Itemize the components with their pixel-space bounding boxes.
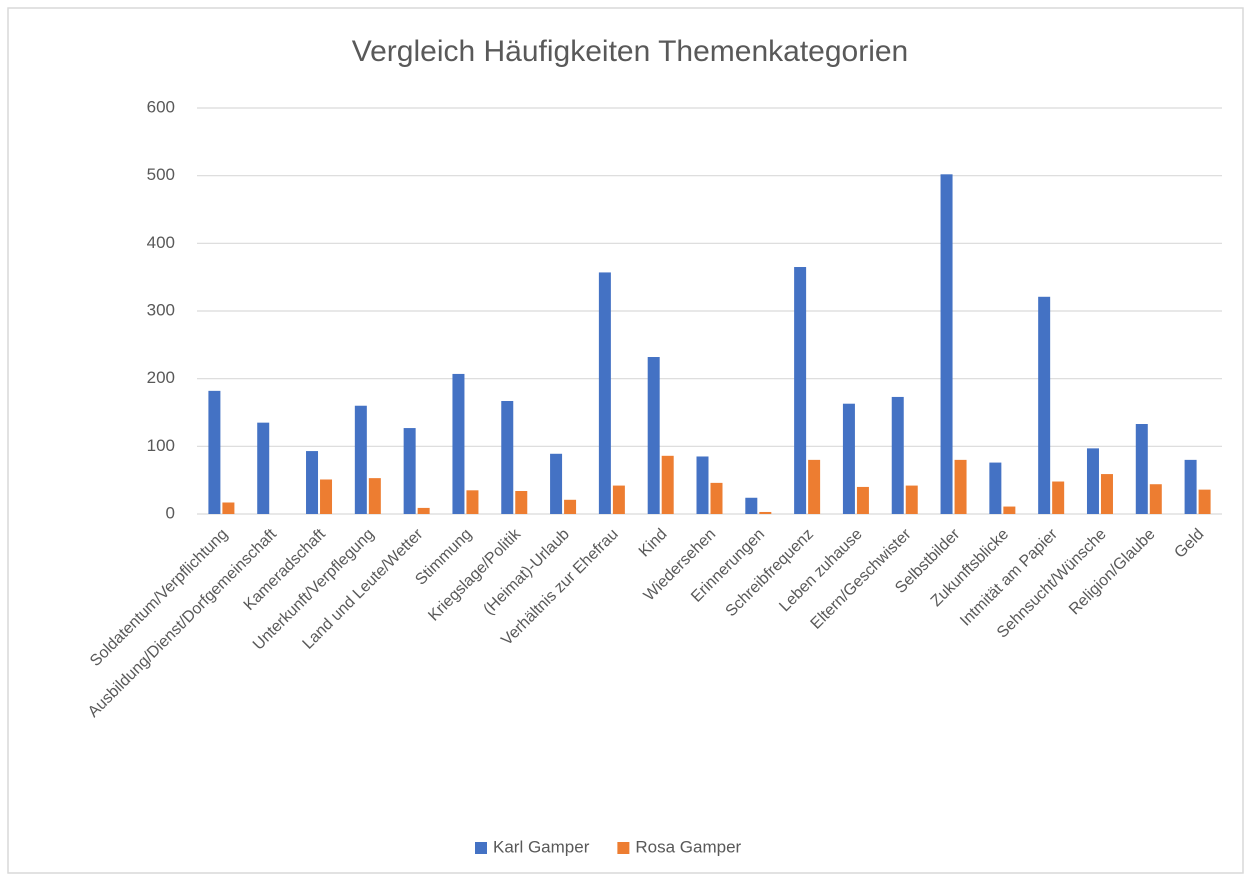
bar xyxy=(564,499,577,514)
chart-title: Vergleich Häufigkeiten Themenkategorien xyxy=(352,35,908,68)
y-tick-label: 500 xyxy=(147,165,175,184)
y-tick-label: 400 xyxy=(147,233,175,252)
bar xyxy=(1198,489,1211,514)
bar xyxy=(989,462,1002,514)
legend-swatch xyxy=(617,842,630,854)
bar xyxy=(696,456,709,514)
bar xyxy=(1100,474,1113,514)
bar xyxy=(1184,459,1197,514)
bar xyxy=(1086,448,1099,514)
bar xyxy=(1135,424,1148,514)
bar xyxy=(745,497,758,514)
bar xyxy=(612,485,625,514)
bar xyxy=(647,357,660,514)
bar xyxy=(808,459,821,514)
bar xyxy=(661,455,674,514)
y-tick-label: 100 xyxy=(147,436,175,455)
bar xyxy=(1038,296,1051,514)
bar xyxy=(856,486,869,514)
y-tick-label: 300 xyxy=(147,300,175,319)
bar xyxy=(940,174,953,514)
y-tick-label: 600 xyxy=(147,97,175,116)
y-tick-label: 0 xyxy=(166,503,175,522)
bar xyxy=(1149,484,1162,514)
bar xyxy=(354,405,367,514)
bar xyxy=(842,403,855,514)
bar xyxy=(368,478,381,514)
bar xyxy=(417,507,430,514)
bar xyxy=(222,502,235,514)
bar xyxy=(1052,481,1065,514)
legend-label: Rosa Gamper xyxy=(635,837,741,856)
y-tick-label: 200 xyxy=(147,368,175,387)
bar xyxy=(403,428,416,514)
bar xyxy=(759,511,772,514)
bar xyxy=(257,422,270,514)
bar xyxy=(320,479,333,514)
bar xyxy=(891,396,904,514)
bar xyxy=(598,272,611,514)
legend-swatch xyxy=(475,842,487,854)
bar xyxy=(452,373,465,514)
chart-border xyxy=(7,7,1244,874)
bar xyxy=(1003,506,1016,514)
bar xyxy=(501,400,514,514)
bar xyxy=(954,459,967,514)
bar xyxy=(905,485,918,514)
bar xyxy=(208,390,221,514)
bar xyxy=(710,482,723,514)
bar xyxy=(306,451,319,514)
bar xyxy=(515,490,528,514)
legend-label: Karl Gamper xyxy=(493,837,590,856)
bar xyxy=(794,267,807,514)
bar xyxy=(466,490,479,514)
bar xyxy=(550,453,563,514)
